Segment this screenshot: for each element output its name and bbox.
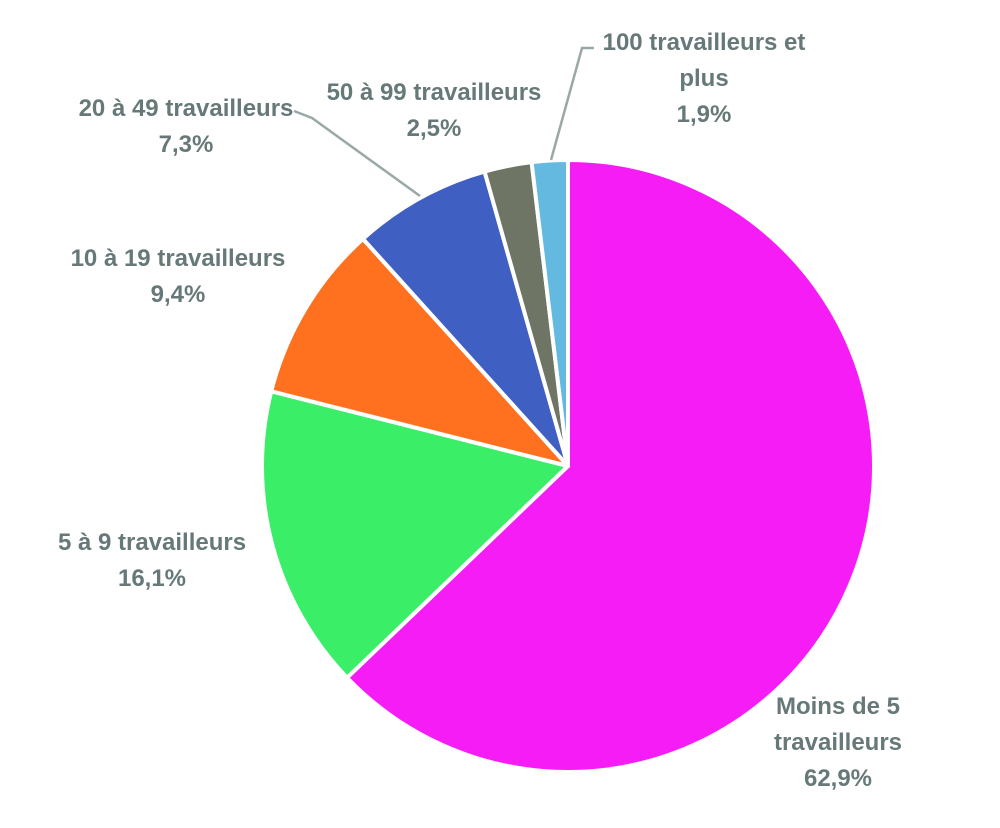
pie-slices — [260, 157, 877, 774]
leader-lines — [293, 46, 594, 198]
pie-slice — [529, 157, 570, 468]
slice-value-label: 7,3% — [159, 131, 214, 158]
slice-label: 10 à 19 travailleurs 9,4% — [71, 245, 286, 308]
slice-value-label: 1,9% — [677, 101, 732, 128]
slice-category-label: 100 travailleurs et — [603, 29, 806, 56]
slice-label: 100 travailleurs et plus 1,9% — [603, 29, 806, 128]
slice-category-label: 50 à 99 travailleurs — [327, 79, 542, 106]
slice-labels: Moins de 5 travailleurs 62,9% 5 à 9 travail… — [58, 29, 902, 792]
slice-label: 50 à 99 travailleurs 2,5% — [327, 79, 542, 142]
slice-value-label: 16,1% — [118, 565, 186, 592]
slice-label: 20 à 49 travailleurs 7,3% — [79, 95, 294, 158]
pie-slice — [260, 389, 570, 680]
slice-label: 5 à 9 travailleurs 16,1% — [58, 529, 246, 592]
slice-category-label: 20 à 49 travailleurs — [79, 95, 294, 122]
slice-value-label: 2,5% — [407, 115, 462, 142]
slice-category-label: 5 à 9 travailleurs — [58, 529, 246, 556]
pie-slice — [269, 236, 570, 468]
slice-value-label: 9,4% — [151, 281, 206, 308]
slice-category-label: Moins de 5 — [776, 693, 900, 720]
pie-slice — [360, 169, 570, 468]
leader-line — [549, 46, 594, 161]
slice-label: Moins de 5 travailleurs 62,9% — [774, 693, 902, 792]
leader-line — [293, 109, 421, 198]
slice-category-label: travailleurs — [774, 729, 902, 756]
slice-category-label: plus — [679, 65, 728, 92]
slice-category-label: 10 à 19 travailleurs — [71, 245, 286, 272]
pie-slice — [345, 158, 877, 774]
slice-value-label: 62,9% — [804, 765, 872, 792]
